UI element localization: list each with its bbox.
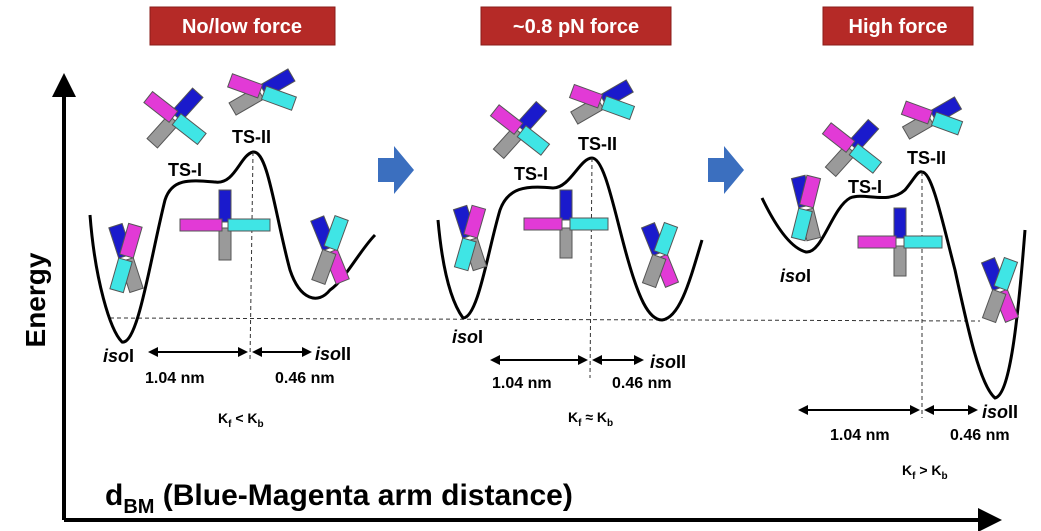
ts1-label: TS-I [514,164,548,184]
rate-relation: Kf ≈ Kb [568,409,613,429]
energy-curve [760,170,1027,400]
iso2-label: isoII [650,352,686,372]
molecule-intermediate [179,189,271,261]
step-arrow-2 [708,146,744,194]
step-arrow-1 [378,146,414,194]
ts1-label: TS-I [168,160,202,180]
iso1-label: isoI [103,346,134,366]
molecule-ts2 [900,96,964,140]
molecule-iso1 [790,174,822,242]
molecule-ts2 [568,79,636,125]
iso2-label: isoII [982,402,1018,422]
ts2-label: TS-II [907,148,946,168]
molecule-iso2 [310,215,350,285]
distance-1-label: 1.04 nm [830,427,890,444]
panel-medium-force: ~0.8 pN force TS-I TS-II isoI isoII 1.04… [436,6,704,429]
molecule-ts1 [821,118,883,178]
molecule-iso1 [452,204,488,272]
distance-1-label: 1.04 nm [145,370,205,387]
panel-high-force: High force TS-I TS-II isoI isoII 1.04 nm… [760,6,1027,482]
distance-1-label: 1.04 nm [492,375,552,392]
molecule-intermediate [857,207,943,277]
molecule-iso2 [640,221,680,289]
ts2-label: TS-II [232,127,271,147]
rate-relation: Kf > Kb [902,462,948,482]
iso2-label: isoII [315,344,351,364]
molecule-ts2 [227,68,297,116]
molecule-intermediate [523,189,609,259]
force-badge [822,6,974,46]
distance-2-label: 0.46 nm [275,370,335,387]
force-badge-label: High force [849,16,948,38]
baseline-dashed [109,317,981,322]
force-badge [480,6,672,46]
rate-relation: Kf < Kb [218,410,264,430]
ts2-dropline [589,157,593,379]
molecule-iso1 [108,222,144,294]
iso1-label: isoI [452,327,483,347]
force-badge-label: No/low force [182,16,302,38]
y-axis-label: Energy [20,252,51,347]
distance-2-label: 0.46 nm [950,427,1010,444]
force-badge [149,6,336,46]
x-axis-label: dBM (Blue-Magenta arm distance) [105,479,573,518]
molecule-ts1 [143,87,207,149]
distance-2-label: 0.46 nm [612,375,672,392]
molecule-ts1 [489,100,551,160]
axes [52,73,1002,531]
ts2-dropline [249,151,254,361]
force-badge-label: ~0.8 pN force [513,16,639,38]
iso1-label: isoI [780,266,811,286]
energy-curve [436,156,704,322]
energy-curve [88,150,377,344]
ts2-label: TS-II [578,134,617,154]
molecule-iso2 [980,256,1020,324]
panel-no-low-force: No/low force TS-I TS-II isoI isoII 1.04 … [88,6,377,430]
ts1-label: TS-I [848,177,882,197]
